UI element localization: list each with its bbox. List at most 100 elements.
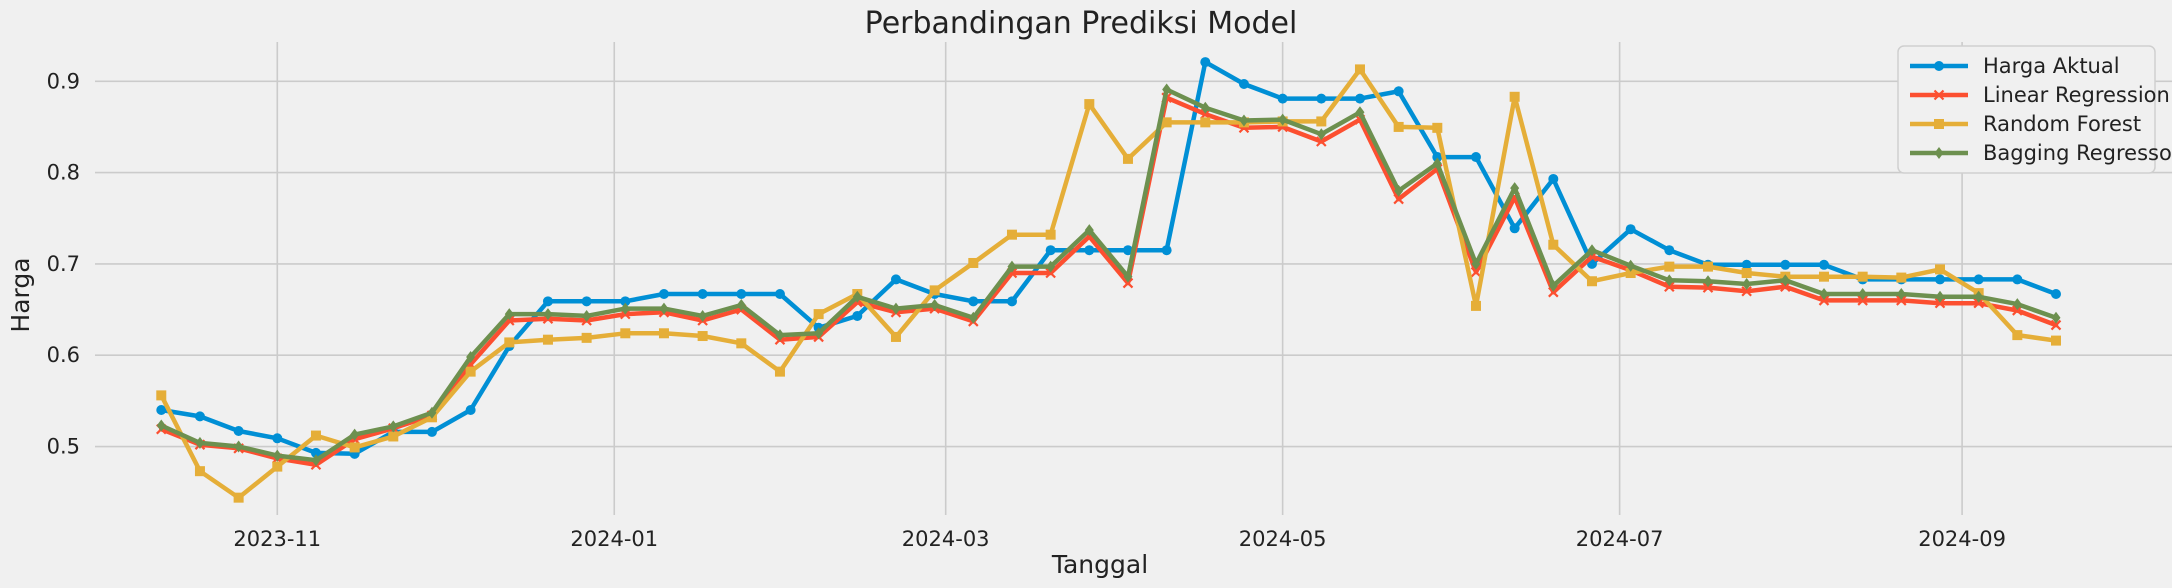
data-point (1122, 277, 1134, 289)
data-point (1239, 114, 1249, 127)
x-tick-label: 2024-05 (1239, 527, 1327, 551)
data-point (659, 302, 669, 315)
data-point (2051, 311, 2061, 324)
data-point (1316, 128, 1326, 141)
data-point (194, 411, 205, 422)
data-point (1548, 286, 1559, 298)
data-point (1626, 259, 1636, 272)
data-point (1664, 245, 1675, 256)
data-point (1587, 244, 1597, 257)
data-point (1045, 267, 1056, 279)
data-point (542, 296, 553, 307)
data-point (1702, 282, 1714, 293)
data-point (1934, 61, 1944, 71)
data-point (504, 308, 514, 321)
data-point (1818, 259, 1829, 270)
data-point (2012, 274, 2023, 285)
data-point (891, 302, 901, 315)
data-point (234, 440, 244, 453)
data-point (1122, 153, 1133, 164)
data-point (1818, 271, 1829, 282)
data-point (1742, 277, 1752, 290)
data-point (1896, 295, 1907, 306)
data-point (1394, 184, 1404, 197)
data-point (272, 433, 283, 444)
data-point (1934, 147, 1944, 159)
data-point (620, 328, 631, 339)
data-point (1973, 274, 1984, 285)
data-point (1355, 106, 1365, 119)
x-tick-label: 2023-11 (233, 527, 321, 551)
x-tick-label: 2024-07 (1576, 527, 1664, 551)
series-bagging-regressor (156, 83, 2061, 467)
data-point (1316, 136, 1327, 147)
data-point (1238, 79, 1249, 90)
data-point (272, 461, 283, 472)
data-point (233, 425, 244, 436)
data-point (968, 311, 978, 324)
data-point (1393, 86, 1404, 97)
data-point (310, 430, 321, 441)
data-point (1432, 152, 1443, 163)
data-point (1664, 281, 1675, 292)
data-point (698, 309, 708, 322)
data-point (156, 404, 167, 415)
y-tick-label: 0.6 (47, 343, 80, 367)
y-tick-label: 0.7 (47, 252, 80, 276)
data-point (1702, 261, 1713, 272)
data-point (1974, 290, 1984, 303)
data-point (697, 331, 708, 342)
legend-box (1897, 45, 2156, 174)
data-point (2050, 289, 2061, 300)
data-point (156, 419, 166, 432)
tick-labels: 0.5 0.6 0.7 0.8 0.9 2023-11 2024-01 2024-03 2024… (47, 69, 2006, 551)
data-point (968, 296, 979, 307)
data-point (813, 309, 824, 320)
data-point (1200, 101, 1210, 114)
data-point (814, 327, 824, 340)
data-point (465, 404, 476, 415)
data-point (1470, 266, 1482, 278)
data-point (311, 454, 321, 467)
data-point (581, 332, 592, 343)
data-point (1470, 300, 1481, 311)
data-point (968, 257, 979, 268)
data-point (1432, 122, 1443, 133)
data-point (1432, 157, 1442, 170)
data-point (1007, 260, 1017, 273)
data-point (736, 298, 746, 311)
x-tick-label: 2024-03 (902, 527, 990, 551)
data-point (1934, 274, 1945, 285)
data-point (195, 436, 205, 449)
data-point (1741, 286, 1752, 297)
data-point (1084, 245, 1095, 256)
data-point (1625, 224, 1636, 235)
data-point (1393, 121, 1404, 132)
data-point (658, 328, 669, 339)
data-point (1548, 173, 1559, 184)
data-point (1316, 93, 1327, 104)
data-point (775, 329, 785, 342)
data-point (426, 426, 437, 437)
data-point (1780, 259, 1791, 270)
data-point (349, 442, 360, 453)
data-point (1741, 268, 1752, 279)
data-point (1354, 64, 1365, 75)
data-point (1548, 239, 1559, 250)
data-point (1277, 93, 1288, 104)
data-point (466, 351, 476, 364)
data-point (1703, 275, 1713, 288)
data-point (1123, 270, 1133, 283)
data-point (2050, 319, 2062, 331)
series-random-forest (156, 64, 2061, 503)
data-point (930, 298, 940, 311)
x-tick-label: 2024-09 (1918, 527, 2006, 551)
data-point (1509, 223, 1520, 234)
data-point (350, 428, 360, 441)
data-point (1278, 113, 1288, 126)
data-point (504, 337, 515, 348)
data-point (929, 285, 940, 296)
data-point (658, 289, 669, 300)
data-point (1470, 152, 1481, 163)
data-point (1586, 276, 1597, 287)
